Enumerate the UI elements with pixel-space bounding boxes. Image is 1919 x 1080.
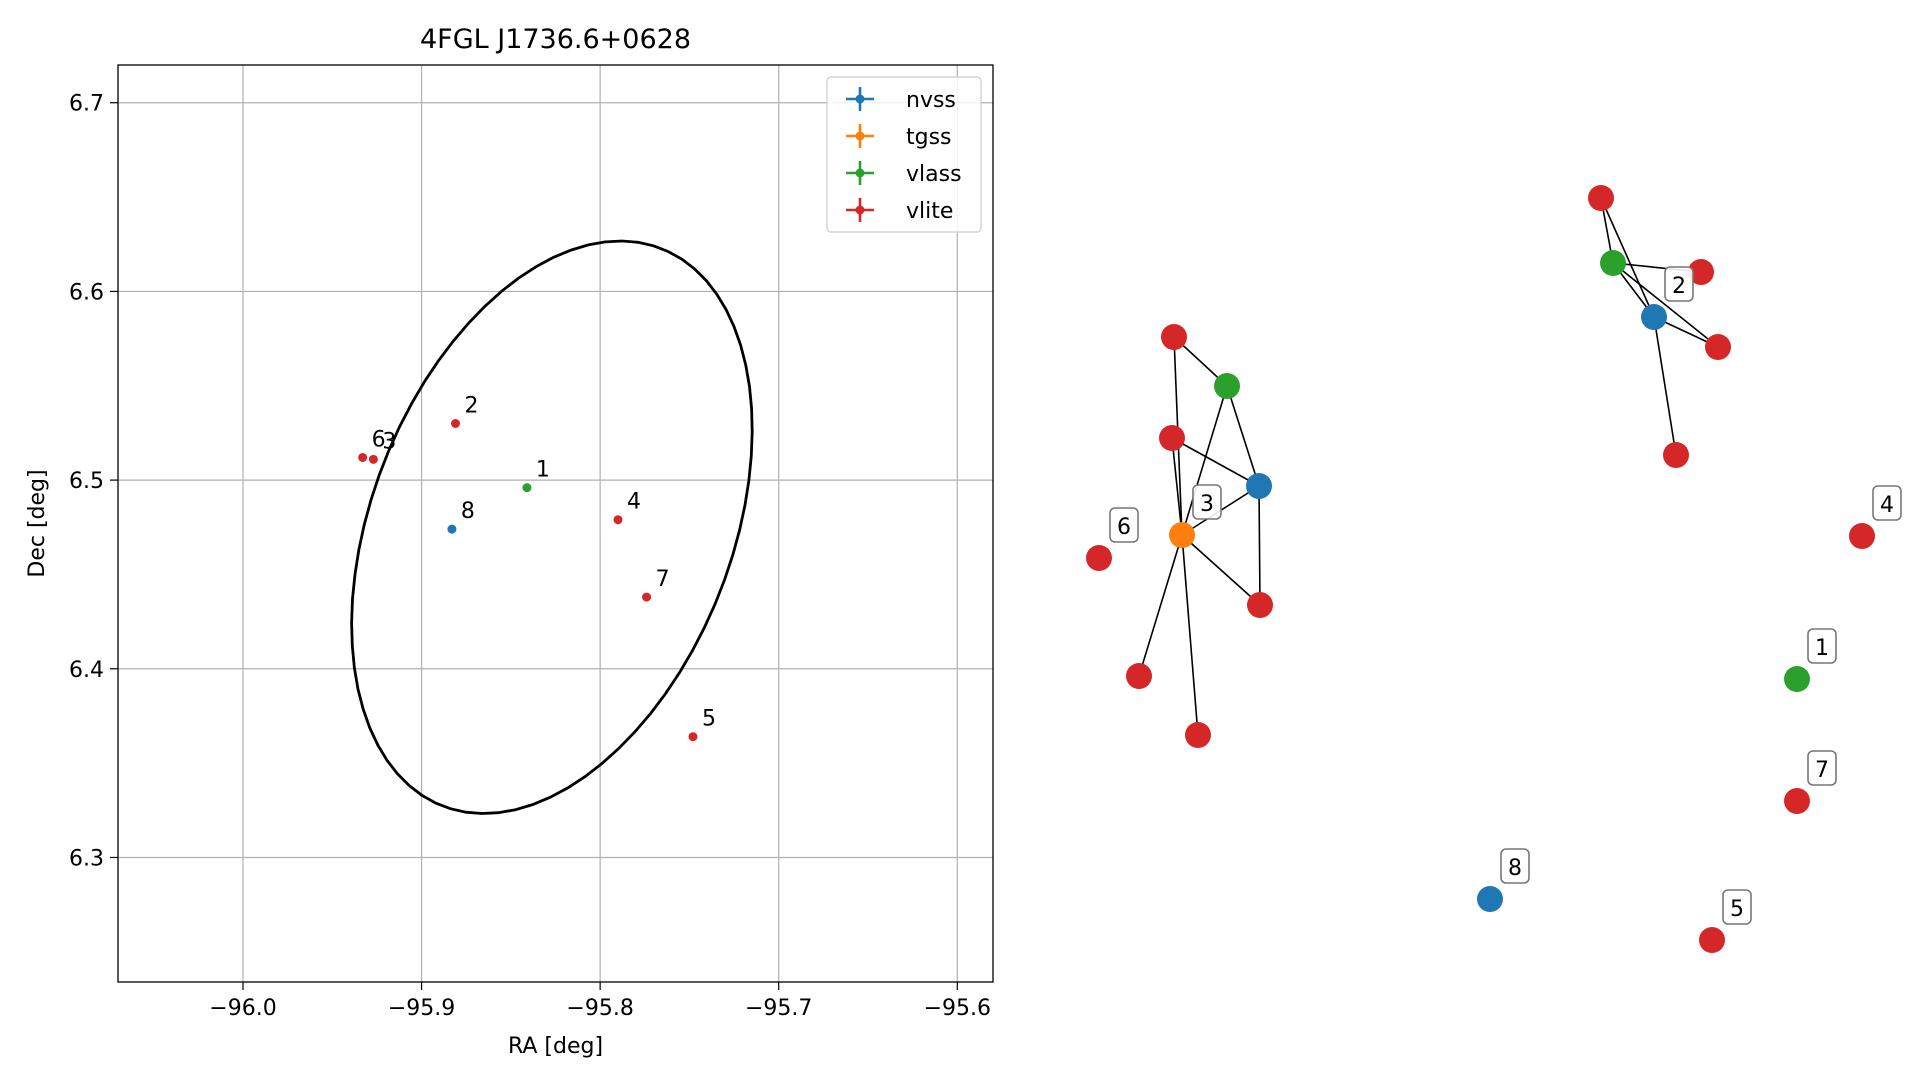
graph-edge <box>1258 485 1261 606</box>
point-label: 6 <box>372 427 386 452</box>
point-label: 3 <box>382 429 396 454</box>
graph-node <box>1159 425 1185 451</box>
node-label: 6 <box>1117 515 1131 540</box>
x-tick-label: −95.7 <box>745 996 812 1021</box>
data-point-vlite <box>451 418 460 428</box>
edges-layer <box>1138 197 1719 736</box>
node-label-box <box>1664 266 1694 302</box>
x-tick-label: −95.8 <box>566 996 633 1021</box>
legend-marker-dot <box>855 205 865 215</box>
y-tick-label: 6.6 <box>69 280 104 305</box>
legend-marker-dot <box>855 131 865 141</box>
node-label: 5 <box>1730 897 1744 922</box>
node-label: 8 <box>1508 856 1522 881</box>
graph-node <box>1477 886 1503 912</box>
axes-frame <box>117 64 994 983</box>
data-point-vlass <box>522 483 532 493</box>
y-tick-label: 6.4 <box>69 658 104 683</box>
graph-node <box>1126 663 1152 689</box>
error-ellipse-layer <box>350 239 754 815</box>
y-tick-label: 6.3 <box>69 846 104 871</box>
x-tick-label: −95.6 <box>924 996 991 1021</box>
node-label-box <box>1807 750 1837 786</box>
point-label: 1 <box>536 458 550 483</box>
graph-node <box>1086 545 1112 571</box>
y-axis-label: Dec [deg] <box>25 469 50 577</box>
node-label-box <box>1500 848 1530 884</box>
legend-entry-vlite: vlite <box>906 199 953 224</box>
data-point-vlite <box>688 732 698 742</box>
error-ellipse <box>350 239 754 815</box>
graph-node <box>1185 722 1211 748</box>
graph-edge <box>1171 437 1260 487</box>
legend-entry-vlass: vlass <box>906 162 962 187</box>
legend-marker-dot <box>855 94 865 104</box>
x-tick-label: −95.9 <box>388 996 455 1021</box>
node-label: 2 <box>1672 274 1686 299</box>
graph-edge <box>1612 262 1719 348</box>
graph-node <box>1784 788 1810 814</box>
graph-node <box>1246 473 1272 499</box>
point-label: 7 <box>656 567 670 592</box>
y-tick-label: 6.7 <box>69 92 104 117</box>
graph-node <box>1849 523 1875 549</box>
x-axis-label: RA [deg] <box>508 1034 603 1059</box>
nodes-layer <box>1086 185 1875 953</box>
node-label-box <box>1807 628 1837 664</box>
graph-node <box>1688 259 1714 285</box>
node-label-box <box>1722 889 1752 925</box>
graph-edge <box>1138 534 1183 677</box>
legend: nvss tgss vlass vlite <box>826 76 982 233</box>
point-label: 5 <box>702 707 716 732</box>
node-label-box <box>1872 485 1902 521</box>
data-point-vlite <box>358 452 368 462</box>
legend-entry-nvss: nvss <box>906 88 956 113</box>
scatter-panel: 1 2 3 4 5 6 7 8 −96.0 −95.9 −95.8 −95.7 −95.6 6.3 6.4… <box>25 24 994 1059</box>
graph-edge <box>1181 534 1199 736</box>
node-label: 3 <box>1200 492 1214 517</box>
data-point-nvss <box>447 524 457 534</box>
graph-node <box>1247 592 1273 618</box>
point-label: 8 <box>461 499 475 524</box>
graph-node <box>1588 185 1614 211</box>
graph-edge <box>1181 534 1261 606</box>
graph-edge <box>1600 197 1655 318</box>
legend-marker-dot <box>855 168 865 178</box>
graph-node <box>1705 334 1731 360</box>
graph-node <box>1214 373 1240 399</box>
graph-edge <box>1171 437 1183 536</box>
graph-node <box>1169 522 1195 548</box>
legend-box <box>826 76 982 233</box>
graph-node <box>1784 666 1810 692</box>
node-labels-layer: 2 3 6 4 1 7 8 5 <box>1109 266 1902 925</box>
data-point-vlite <box>642 592 652 602</box>
graph-node <box>1600 250 1626 276</box>
graph-node <box>1663 442 1689 468</box>
node-label: 1 <box>1815 636 1829 661</box>
graph-edge <box>1181 385 1228 536</box>
legend-entry-tgss: tgss <box>906 125 952 150</box>
graph-node <box>1161 324 1187 350</box>
x-tick-label: −96.0 <box>209 996 276 1021</box>
network-panel: 2 3 6 4 1 7 8 5 <box>1086 185 1902 953</box>
node-label: 7 <box>1815 758 1829 783</box>
graph-edge <box>1226 385 1260 487</box>
graph-node <box>1699 927 1725 953</box>
y-tick-label: 6.5 <box>69 469 104 494</box>
data-point-vlite <box>613 515 623 525</box>
points-layer <box>358 418 698 742</box>
data-point-vlite <box>368 454 378 464</box>
point-label: 4 <box>627 490 641 515</box>
point-label: 2 <box>465 393 479 418</box>
node-label-box <box>1109 507 1139 543</box>
graph-edge <box>1653 316 1677 456</box>
node-label-box <box>1192 484 1222 520</box>
ticks-layer: −96.0 −95.9 −95.8 −95.7 −95.6 6.3 6.4 6.5 6.6 6.7 <box>69 92 991 1021</box>
graph-node <box>1641 304 1667 330</box>
point-labels-layer: 1 2 3 4 5 6 7 8 <box>372 393 716 731</box>
chart-title: 4FGL J1736.6+0628 <box>420 24 691 55</box>
node-label: 4 <box>1880 493 1894 518</box>
